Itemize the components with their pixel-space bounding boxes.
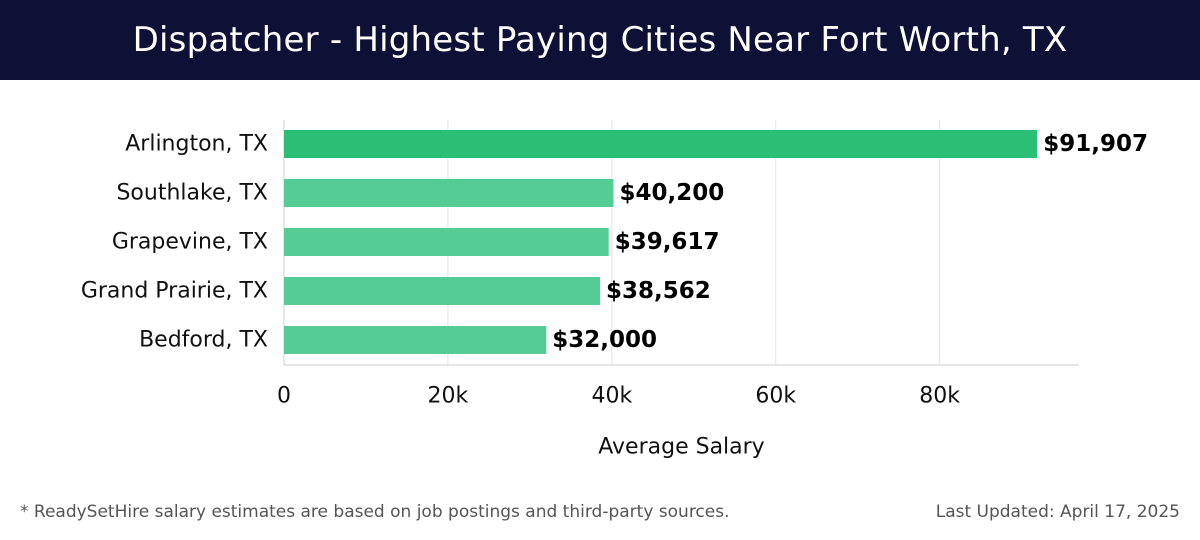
chart-title: Dispatcher - Highest Paying Cities Near …: [132, 20, 1068, 60]
x-tick-label: 80k: [919, 384, 960, 409]
bar: [284, 277, 601, 305]
data-label: $38,562: [606, 278, 711, 304]
category-label: Bedford, TX: [139, 328, 268, 353]
last-updated: Last Updated: April 17, 2025: [935, 502, 1180, 522]
category-label: Arlington, TX: [125, 132, 268, 157]
bar: [284, 130, 1038, 158]
category-label: Grapevine, TX: [112, 230, 268, 255]
category-label: Southlake, TX: [116, 181, 268, 206]
bar: [284, 228, 609, 256]
bar: [284, 326, 547, 354]
data-label: $39,617: [615, 229, 720, 255]
x-tick-label: 0: [277, 384, 291, 409]
category-label: Grand Prairie, TX: [81, 279, 268, 304]
data-label: $91,907: [1043, 131, 1148, 157]
x-tick-label: 40k: [591, 384, 632, 409]
data-label: $32,000: [552, 327, 657, 353]
bar-chart: Arlington, TX $91,907 Southlake, TX $40,200…: [81, 120, 1148, 460]
chart-header: Dispatcher - Highest Paying Cities Near …: [0, 0, 1200, 80]
x-tick-label: 60k: [755, 384, 796, 409]
footnote: * ReadySetHire salary estimates are base…: [20, 502, 730, 522]
x-tick-label: 20k: [428, 384, 469, 409]
bar: [284, 179, 614, 207]
data-label: $40,200: [619, 180, 724, 206]
x-axis-title: Average Salary: [598, 435, 764, 460]
